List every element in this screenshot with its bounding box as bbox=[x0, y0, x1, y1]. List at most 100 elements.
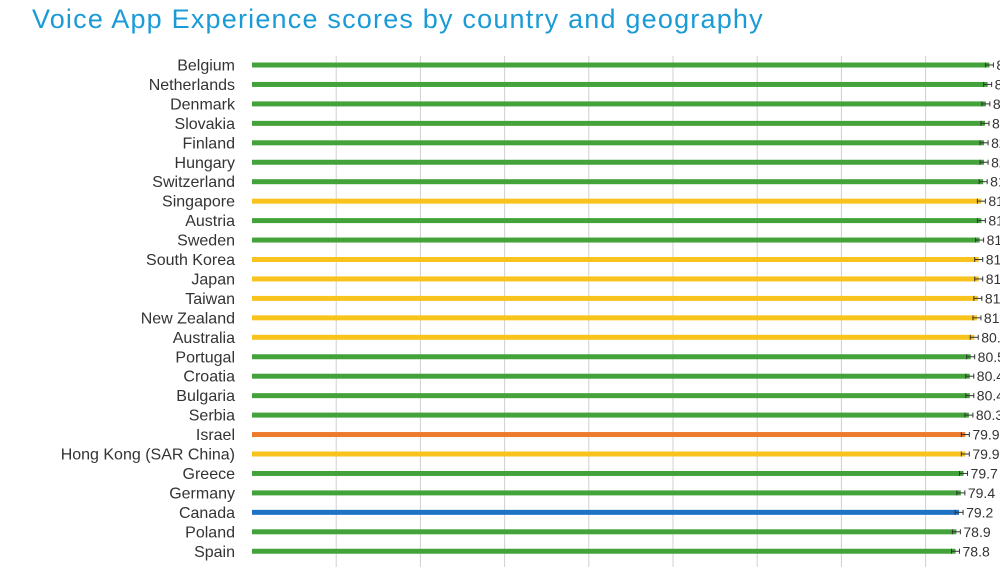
value-label: 82.0 bbox=[991, 154, 1000, 170]
category-label: Singapore bbox=[162, 194, 235, 211]
grid-lines bbox=[335, 56, 927, 567]
value-label: 81.7 bbox=[988, 213, 1000, 229]
error-bar bbox=[960, 451, 970, 457]
value-label: 81.3 bbox=[985, 290, 1000, 306]
bar-greece bbox=[252, 470, 964, 476]
category-label: South Korea bbox=[146, 252, 235, 269]
bar-finland bbox=[252, 140, 985, 146]
error-bar bbox=[975, 237, 985, 243]
category-label: Portugal bbox=[175, 349, 235, 366]
category-label: Bulgaria bbox=[176, 388, 235, 405]
error-bar bbox=[951, 529, 961, 535]
error-bar bbox=[984, 62, 994, 68]
category-label: Greece bbox=[183, 466, 236, 483]
bar-croatia bbox=[252, 373, 970, 379]
category-label: Japan bbox=[191, 271, 235, 288]
value-label: 81.2 bbox=[984, 310, 1000, 326]
value-label: 79.9 bbox=[972, 446, 999, 462]
category-label: New Zealand bbox=[141, 310, 235, 327]
category-label: Sweden bbox=[177, 233, 235, 250]
chart-title: Voice App Experience scores by country a… bbox=[32, 4, 764, 34]
error-bar bbox=[980, 120, 990, 126]
error-bar bbox=[964, 412, 974, 418]
error-bar bbox=[965, 373, 975, 379]
bar-south-korea bbox=[252, 257, 979, 262]
category-label: Germany bbox=[169, 485, 235, 502]
bar-austria bbox=[252, 218, 982, 224]
value-label: 78.8 bbox=[963, 543, 990, 559]
error-bar bbox=[951, 548, 961, 554]
category-label: Denmark bbox=[170, 96, 236, 113]
category-label: Finland bbox=[183, 135, 235, 152]
error-bar bbox=[954, 509, 964, 515]
error-bar bbox=[974, 257, 984, 262]
value-label: 79.2 bbox=[966, 504, 993, 520]
value-label: 80.3 bbox=[976, 407, 1000, 423]
bar-japan bbox=[252, 276, 979, 282]
bar-australia bbox=[252, 334, 975, 340]
bar-switzerland bbox=[252, 179, 984, 185]
value-label: 82.6 bbox=[996, 57, 1000, 73]
category-label: Canada bbox=[179, 505, 235, 522]
error-bar bbox=[959, 470, 969, 476]
value-label: 82.0 bbox=[991, 135, 1000, 151]
bar-bulgaria bbox=[252, 393, 970, 399]
bar-denmark bbox=[252, 101, 986, 107]
value-label: 81.4 bbox=[986, 271, 1000, 287]
category-label: Hungary bbox=[175, 155, 235, 172]
error-bar bbox=[973, 295, 983, 301]
value-label: 82.4 bbox=[995, 76, 1000, 92]
error-bar bbox=[972, 315, 982, 321]
category-label: Croatia bbox=[183, 369, 235, 386]
category-label: Belgium bbox=[177, 58, 235, 75]
value-label: 81.9 bbox=[990, 174, 1000, 190]
category-labels: Belgium Netherlands Denmark Slovakia Finland… bbox=[61, 58, 236, 561]
category-label: Spain bbox=[194, 544, 235, 561]
error-bar bbox=[976, 218, 986, 224]
value-label: 79.4 bbox=[968, 485, 995, 501]
error-bar bbox=[978, 179, 988, 185]
category-label: Serbia bbox=[189, 408, 235, 425]
value-label: 81.5 bbox=[987, 232, 1000, 248]
value-label: 81.4 bbox=[986, 252, 1000, 268]
bar-hong-kong-sar-china- bbox=[252, 451, 966, 457]
error-bar bbox=[974, 276, 984, 282]
bar-canada bbox=[252, 509, 960, 515]
bar-sweden bbox=[252, 237, 980, 243]
bar-singapore bbox=[252, 198, 982, 204]
error-bar bbox=[981, 101, 991, 107]
bar-spain bbox=[252, 548, 956, 554]
bar-serbia bbox=[252, 412, 969, 418]
value-label: 80.4 bbox=[977, 388, 1000, 404]
error-bar bbox=[966, 354, 976, 360]
category-label: Netherlands bbox=[149, 77, 235, 94]
bar-portugal bbox=[252, 354, 971, 360]
error-bar bbox=[979, 159, 989, 165]
error-bar bbox=[956, 490, 966, 496]
value-label: 81.7 bbox=[988, 193, 1000, 209]
error-bar bbox=[969, 334, 979, 340]
category-label: Austria bbox=[185, 213, 235, 230]
bar-hungary bbox=[252, 159, 985, 165]
category-label: Poland bbox=[185, 524, 235, 541]
bar-new-zealand bbox=[252, 315, 977, 321]
value-label: 80.9 bbox=[981, 329, 1000, 345]
value-label: 78.9 bbox=[963, 524, 990, 540]
error-bar bbox=[976, 198, 986, 204]
category-label: Israel bbox=[196, 427, 235, 444]
bar-belgium bbox=[252, 62, 990, 68]
value-label: 82.2 bbox=[993, 96, 1000, 112]
bars bbox=[252, 62, 994, 554]
error-bar bbox=[965, 393, 975, 399]
error-bar bbox=[960, 432, 970, 438]
value-label: 80.4 bbox=[977, 368, 1000, 384]
value-label: 80.5 bbox=[978, 349, 1000, 365]
value-labels: 82.6 82.4 82.2 82.1 82.0 82.0 81.9 81.7 81.7 81.5… bbox=[963, 57, 1000, 559]
value-label: 79.7 bbox=[971, 465, 998, 481]
bar-taiwan bbox=[252, 295, 978, 301]
category-label: Switzerland bbox=[152, 174, 235, 191]
bar-poland bbox=[252, 529, 957, 535]
error-bar bbox=[983, 81, 993, 87]
category-label: Australia bbox=[173, 330, 235, 347]
